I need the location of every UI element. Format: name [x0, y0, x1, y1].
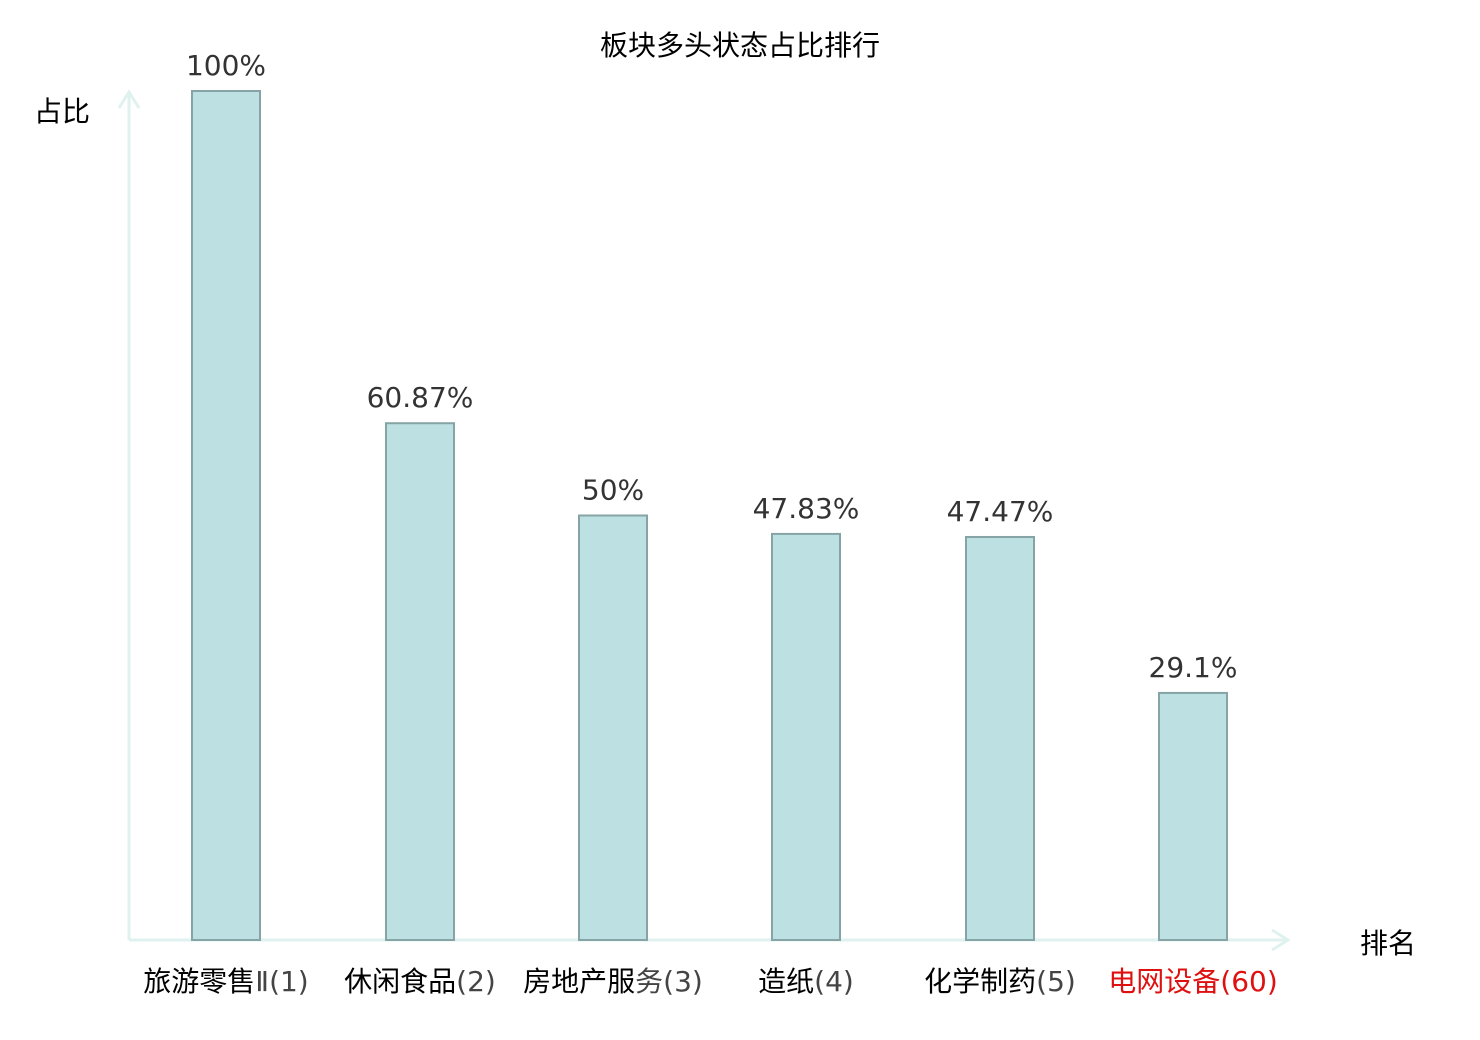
category-rank: (2) — [456, 965, 496, 998]
bar-value-label-6: 29.1% — [1149, 651, 1238, 684]
y-axis-arrow — [117, 89, 141, 109]
category-name: 旅游零售 — [143, 965, 256, 998]
bar-2 — [385, 422, 455, 942]
category-rank: (5) — [1036, 965, 1076, 998]
category-name: 化学制药 — [924, 965, 1037, 998]
bar-value-label-2: 60.87% — [367, 381, 474, 414]
bar-1 — [191, 90, 261, 941]
category-name: 造纸 — [758, 965, 815, 998]
x-axis-arrow — [1271, 928, 1291, 952]
category-rank: 务(3) — [635, 965, 703, 998]
bar-value-label-1: 100% — [186, 49, 266, 82]
bar-value-label-4: 47.83% — [753, 492, 860, 525]
category-rank: Ⅱ(1) — [255, 965, 309, 998]
category-rank: (4) — [814, 965, 854, 998]
bar-value-label-5: 47.47% — [947, 495, 1054, 528]
category-rank: (60) — [1220, 965, 1278, 998]
category-label-5: 化学制药(5) — [900, 966, 1100, 998]
x-axis-label: 排名 — [1360, 927, 1417, 960]
category-label-2: 休闲食品(2) — [320, 966, 520, 998]
y-axis-label: 占比 — [34, 95, 91, 128]
category-name: 房地产服 — [523, 965, 636, 998]
category-label-3: 房地产服务(3) — [513, 966, 713, 998]
category-name: 休闲食品 — [344, 965, 457, 998]
bar-4 — [771, 532, 841, 941]
bar-value-label-3: 50% — [582, 474, 644, 507]
category-label-6: 电网设备(60) — [1093, 966, 1293, 998]
category-label-4: 造纸(4) — [706, 966, 906, 998]
chart-title: 板块多头状态占比排行 — [599, 29, 880, 62]
category-label-1: 旅游零售Ⅱ(1) — [126, 966, 326, 998]
category-name: 电网设备 — [1108, 965, 1221, 998]
bar-6 — [1158, 691, 1228, 941]
bar-3 — [578, 514, 648, 941]
bar-5 — [965, 535, 1035, 941]
